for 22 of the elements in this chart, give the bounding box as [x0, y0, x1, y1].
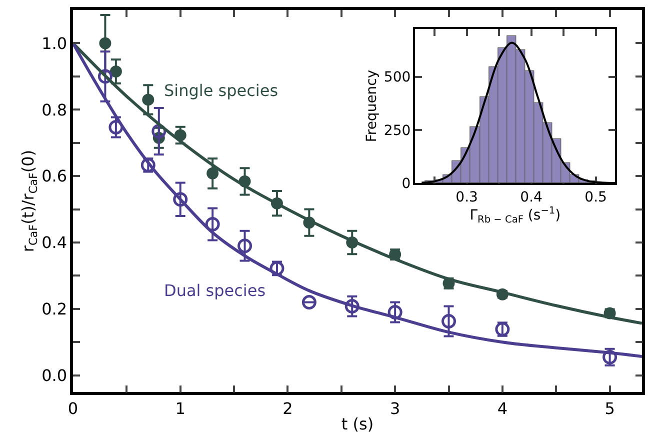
y-axis-title: Frequency [364, 70, 380, 142]
x-axis-title: Γ$_{Rb − CaF}$ (s$^{−1}$) [470, 206, 561, 226]
annotation: Dual species [164, 281, 266, 300]
x-tick-label: 0.5 [584, 190, 607, 206]
y-tick-label: 0.4 [42, 233, 68, 252]
y-tick-label: 0.6 [42, 166, 68, 186]
annotation: Single species [164, 81, 278, 100]
y-tick-label: 250 [384, 122, 411, 139]
x-tick-label: 0.3 [456, 190, 478, 206]
x-tick-label: 2 [282, 398, 293, 418]
x-tick-label: 1 [175, 398, 186, 418]
x-axis-title: t (s) [341, 414, 374, 434]
y-tick-label: 0 [402, 176, 411, 192]
x-tick-label: 5 [604, 398, 615, 418]
x-tick-label: 3 [390, 398, 400, 418]
y-tick-label: 0.2 [42, 300, 68, 319]
y-tick-label: 0.8 [42, 100, 68, 120]
y-tick-label: 500 [384, 70, 411, 86]
y-tick-label: 1.0 [42, 34, 68, 53]
x-tick-label: 0.4 [520, 190, 543, 206]
x-tick-label: 4 [497, 398, 508, 418]
y-tick-label: 0.0 [42, 366, 68, 385]
